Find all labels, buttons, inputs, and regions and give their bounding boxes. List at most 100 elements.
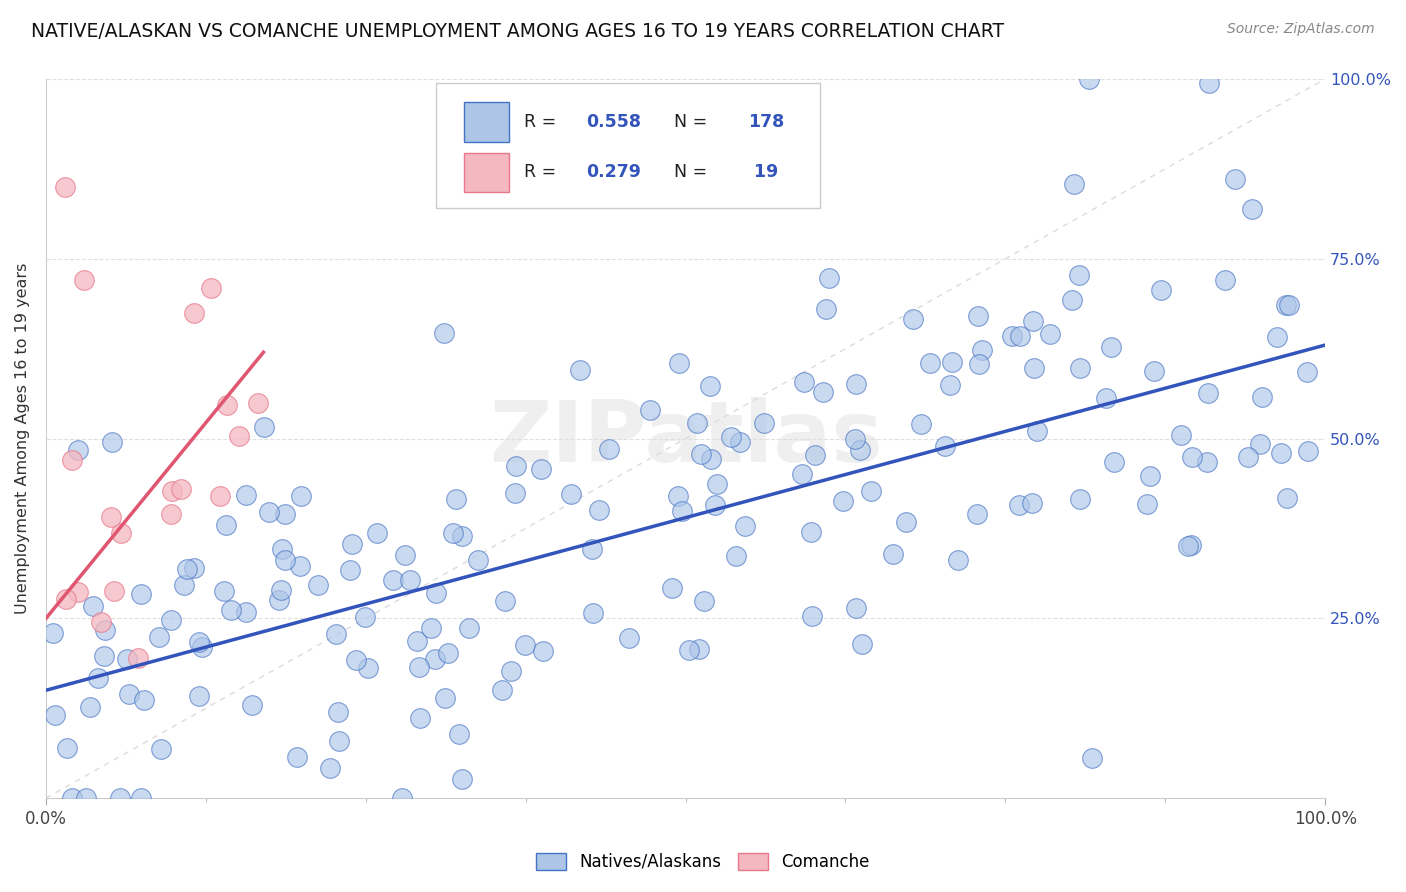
Point — [619, 631, 641, 645]
Point — [531, 644, 554, 658]
Point — [668, 355, 690, 369]
Text: Source: ZipAtlas.com: Source: ZipAtlas.com — [1227, 22, 1375, 37]
Point — [188, 690, 211, 704]
Point — [75, 791, 97, 805]
Legend: Natives/Alaskans, Comanche: Natives/Alaskans, Comanche — [527, 845, 879, 880]
Point — [270, 582, 292, 597]
Point — [67, 585, 90, 599]
Point — [894, 515, 917, 529]
Point — [491, 683, 513, 698]
FancyBboxPatch shape — [464, 103, 509, 142]
Point — [598, 442, 620, 456]
Point — [451, 529, 474, 543]
Point — [131, 791, 153, 805]
Point — [273, 553, 295, 567]
Point — [581, 542, 603, 557]
Point — [117, 652, 139, 666]
Point — [246, 395, 269, 409]
Point — [688, 641, 710, 656]
Point — [405, 634, 427, 648]
Point — [79, 700, 101, 714]
Point — [94, 623, 117, 637]
Point — [817, 270, 839, 285]
Point — [342, 537, 364, 551]
Point — [82, 599, 104, 613]
Point — [706, 477, 728, 491]
Point — [1150, 284, 1173, 298]
Point — [93, 648, 115, 663]
Text: NATIVE/ALASKAN VS COMANCHE UNEMPLOYMENT AMONG AGES 16 TO 19 YEARS CORRELATION CH: NATIVE/ALASKAN VS COMANCHE UNEMPLOYMENT … — [31, 22, 1004, 41]
Point — [1278, 298, 1301, 312]
FancyBboxPatch shape — [464, 153, 509, 193]
Text: R =: R = — [524, 113, 562, 131]
Point — [814, 301, 837, 316]
Point — [399, 573, 422, 587]
Point — [860, 483, 883, 498]
Point — [228, 429, 250, 443]
Point — [215, 517, 238, 532]
Point — [1198, 76, 1220, 90]
Text: ZIPatlas: ZIPatlas — [489, 397, 883, 480]
Point — [467, 552, 489, 566]
Point — [419, 621, 441, 635]
Point — [160, 613, 183, 627]
Point — [221, 603, 243, 617]
Point — [53, 179, 76, 194]
Point — [1275, 491, 1298, 505]
Point — [217, 399, 239, 413]
Point — [1139, 468, 1161, 483]
Point — [354, 609, 377, 624]
Point — [882, 547, 904, 561]
Y-axis label: Unemployment Among Ages 16 to 19 years: Unemployment Among Ages 16 to 19 years — [15, 263, 30, 615]
Point — [273, 508, 295, 522]
Point — [437, 646, 460, 660]
Point — [939, 377, 962, 392]
Text: 178: 178 — [748, 113, 785, 131]
Point — [290, 489, 312, 503]
Point — [176, 562, 198, 576]
Point — [1213, 273, 1236, 287]
Point — [110, 791, 132, 805]
Point — [148, 630, 170, 644]
Point — [344, 653, 367, 667]
Point — [1104, 455, 1126, 469]
Point — [127, 651, 149, 665]
Point — [103, 584, 125, 599]
Point — [1275, 297, 1298, 311]
Point — [173, 577, 195, 591]
Point — [433, 326, 456, 341]
Point — [441, 525, 464, 540]
Point — [918, 356, 941, 370]
Point — [967, 309, 990, 323]
Point — [1136, 497, 1159, 511]
Point — [200, 281, 222, 295]
Point — [87, 672, 110, 686]
Point — [235, 488, 257, 502]
Point — [382, 573, 405, 587]
Point — [1241, 202, 1264, 217]
Point — [1249, 437, 1271, 451]
Point — [638, 402, 661, 417]
Point — [666, 490, 689, 504]
Point — [67, 443, 90, 458]
Text: N =: N = — [662, 113, 713, 131]
Point — [1181, 450, 1204, 465]
Point — [693, 594, 716, 608]
Point — [1197, 386, 1219, 401]
Point — [1069, 360, 1091, 375]
Point — [941, 354, 963, 368]
Point — [582, 606, 605, 620]
Point — [530, 462, 553, 476]
Point — [170, 482, 193, 496]
Text: N =: N = — [662, 163, 713, 181]
Point — [811, 384, 834, 399]
Point — [188, 635, 211, 649]
Point — [129, 587, 152, 601]
Point — [1067, 268, 1090, 282]
Point — [423, 651, 446, 665]
Point — [449, 726, 471, 740]
Point — [720, 430, 742, 444]
Point — [257, 504, 280, 518]
Point — [73, 273, 96, 287]
Point — [319, 761, 342, 775]
